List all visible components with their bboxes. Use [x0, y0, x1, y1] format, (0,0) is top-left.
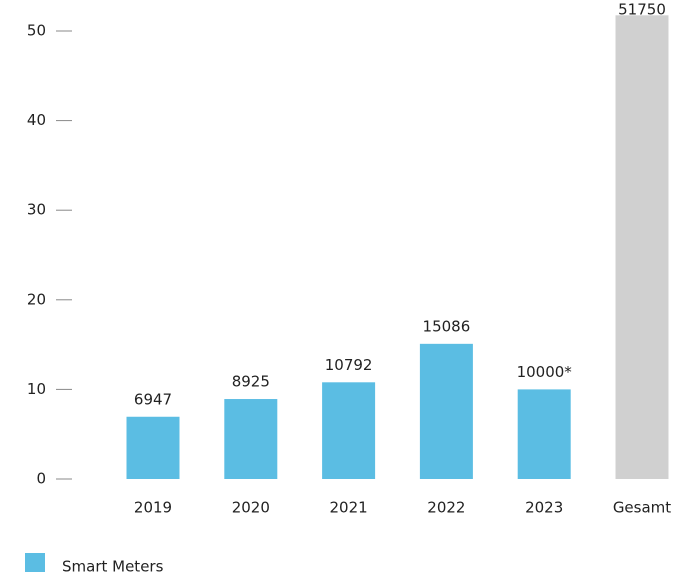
bar: [224, 399, 278, 479]
x-tick-label: Gesamt: [613, 499, 671, 517]
legend-label: Smart Meters: [62, 558, 164, 576]
x-tick-label: 2019: [134, 499, 172, 517]
x-tick-label: 2020: [232, 499, 270, 517]
bar: [517, 389, 571, 479]
value-label: 15086: [423, 317, 471, 335]
bar: [419, 343, 473, 479]
x-tick-label: 2022: [427, 499, 465, 517]
legend-swatch: [25, 553, 45, 572]
x-tick-label: 2023: [525, 499, 563, 517]
bar: [615, 15, 669, 479]
value-label: 10792: [325, 356, 373, 374]
y-tick-label: 20: [27, 290, 46, 308]
value-label: 10000*: [517, 363, 573, 381]
bar: [322, 382, 376, 479]
value-label: 6947: [134, 390, 172, 408]
y-tick-label: 10: [27, 380, 46, 398]
value-label: 8925: [232, 373, 270, 391]
value-label: 51750: [618, 1, 666, 19]
x-tick-label: 2021: [330, 499, 368, 517]
y-tick-label: 40: [27, 111, 46, 129]
y-tick-label: 50: [27, 22, 46, 40]
y-tick-label: 0: [36, 470, 46, 488]
bar: [126, 416, 180, 479]
y-tick-label: 30: [27, 201, 46, 219]
